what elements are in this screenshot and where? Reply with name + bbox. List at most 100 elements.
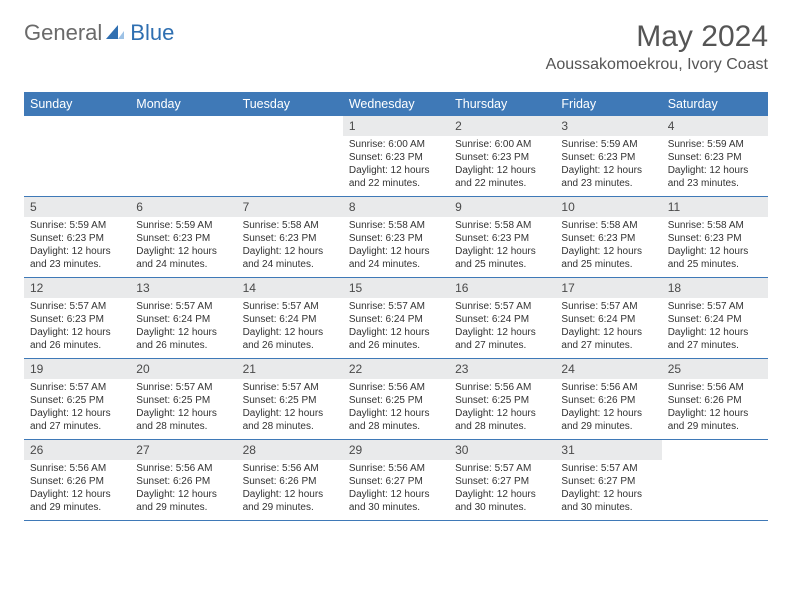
day-number: 20 <box>130 359 236 379</box>
day-details: Sunrise: 5:57 AMSunset: 6:24 PMDaylight:… <box>130 298 236 358</box>
calendar-day-cell: 31Sunrise: 5:57 AMSunset: 6:27 PMDayligh… <box>555 440 661 521</box>
daylight-text: Daylight: 12 hours and 27 minutes. <box>561 326 655 352</box>
calendar-day-cell: .. <box>24 116 130 197</box>
page-title: May 2024 <box>546 20 768 54</box>
daylight-text: Daylight: 12 hours and 22 minutes. <box>455 164 549 190</box>
daylight-text: Daylight: 12 hours and 26 minutes. <box>136 326 230 352</box>
sunrise-text: Sunrise: 5:56 AM <box>561 381 655 394</box>
day-details: Sunrise: 5:56 AMSunset: 6:27 PMDaylight:… <box>343 460 449 520</box>
weekday-header-row: SundayMondayTuesdayWednesdayThursdayFrid… <box>24 92 768 116</box>
daylight-text: Daylight: 12 hours and 22 minutes. <box>349 164 443 190</box>
day-number: 25 <box>662 359 768 379</box>
calendar-day-cell: 16Sunrise: 5:57 AMSunset: 6:24 PMDayligh… <box>449 278 555 359</box>
daylight-text: Daylight: 12 hours and 27 minutes. <box>455 326 549 352</box>
day-number: 29 <box>343 440 449 460</box>
daylight-text: Daylight: 12 hours and 26 minutes. <box>243 326 337 352</box>
sunrise-text: Sunrise: 5:57 AM <box>136 381 230 394</box>
calendar-day-cell: 8Sunrise: 5:58 AMSunset: 6:23 PMDaylight… <box>343 197 449 278</box>
calendar-day-cell: 13Sunrise: 5:57 AMSunset: 6:24 PMDayligh… <box>130 278 236 359</box>
calendar-day-cell: 21Sunrise: 5:57 AMSunset: 6:25 PMDayligh… <box>237 359 343 440</box>
calendar-week-row: ......1Sunrise: 6:00 AMSunset: 6:23 PMDa… <box>24 116 768 197</box>
calendar-day-cell: 11Sunrise: 5:58 AMSunset: 6:23 PMDayligh… <box>662 197 768 278</box>
day-number: 3 <box>555 116 661 136</box>
sunrise-text: Sunrise: 5:56 AM <box>455 381 549 394</box>
day-number: 14 <box>237 278 343 298</box>
sunrise-text: Sunrise: 5:57 AM <box>561 462 655 475</box>
day-details: Sunrise: 5:59 AMSunset: 6:23 PMDaylight:… <box>555 136 661 196</box>
sunrise-text: Sunrise: 5:58 AM <box>349 219 443 232</box>
day-details: Sunrise: 5:58 AMSunset: 6:23 PMDaylight:… <box>237 217 343 277</box>
day-details: Sunrise: 5:56 AMSunset: 6:25 PMDaylight:… <box>449 379 555 439</box>
sunrise-text: Sunrise: 5:56 AM <box>136 462 230 475</box>
calendar-day-cell: 2Sunrise: 6:00 AMSunset: 6:23 PMDaylight… <box>449 116 555 197</box>
calendar-week-row: 5Sunrise: 5:59 AMSunset: 6:23 PMDaylight… <box>24 197 768 278</box>
day-details: Sunrise: 5:57 AMSunset: 6:24 PMDaylight:… <box>555 298 661 358</box>
sunrise-text: Sunrise: 5:57 AM <box>30 300 124 313</box>
calendar-week-row: 26Sunrise: 5:56 AMSunset: 6:26 PMDayligh… <box>24 440 768 521</box>
day-details: Sunrise: 5:57 AMSunset: 6:25 PMDaylight:… <box>237 379 343 439</box>
sunset-text: Sunset: 6:24 PM <box>243 313 337 326</box>
logo-sail-icon <box>104 23 128 43</box>
sunrise-text: Sunrise: 5:56 AM <box>243 462 337 475</box>
daylight-text: Daylight: 12 hours and 28 minutes. <box>243 407 337 433</box>
day-number: 6 <box>130 197 236 217</box>
sunrise-text: Sunrise: 5:57 AM <box>455 300 549 313</box>
daylight-text: Daylight: 12 hours and 29 minutes. <box>136 488 230 514</box>
weekday-header: Sunday <box>24 92 130 116</box>
day-number: 21 <box>237 359 343 379</box>
calendar-day-cell: 25Sunrise: 5:56 AMSunset: 6:26 PMDayligh… <box>662 359 768 440</box>
weekday-header: Wednesday <box>343 92 449 116</box>
sunset-text: Sunset: 6:27 PM <box>561 475 655 488</box>
sunset-text: Sunset: 6:25 PM <box>243 394 337 407</box>
sunset-text: Sunset: 6:23 PM <box>30 313 124 326</box>
sunrise-text: Sunrise: 5:57 AM <box>455 462 549 475</box>
calendar-day-cell: 22Sunrise: 5:56 AMSunset: 6:25 PMDayligh… <box>343 359 449 440</box>
day-details: Sunrise: 5:56 AMSunset: 6:25 PMDaylight:… <box>343 379 449 439</box>
day-details: Sunrise: 5:59 AMSunset: 6:23 PMDaylight:… <box>662 136 768 196</box>
sunrise-text: Sunrise: 5:57 AM <box>349 300 443 313</box>
daylight-text: Daylight: 12 hours and 29 minutes. <box>561 407 655 433</box>
sunset-text: Sunset: 6:24 PM <box>668 313 762 326</box>
calendar-day-cell: .. <box>237 116 343 197</box>
day-details: Sunrise: 5:57 AMSunset: 6:24 PMDaylight:… <box>237 298 343 358</box>
day-number: 18 <box>662 278 768 298</box>
day-details: Sunrise: 5:57 AMSunset: 6:24 PMDaylight:… <box>449 298 555 358</box>
header: General Blue May 2024 Aoussakomoekrou, I… <box>24 20 768 74</box>
sunset-text: Sunset: 6:25 PM <box>136 394 230 407</box>
sunrise-text: Sunrise: 5:58 AM <box>243 219 337 232</box>
daylight-text: Daylight: 12 hours and 29 minutes. <box>668 407 762 433</box>
calendar-day-cell: 15Sunrise: 5:57 AMSunset: 6:24 PMDayligh… <box>343 278 449 359</box>
weekday-header: Thursday <box>449 92 555 116</box>
sunrise-text: Sunrise: 5:57 AM <box>243 300 337 313</box>
day-details: Sunrise: 6:00 AMSunset: 6:23 PMDaylight:… <box>449 136 555 196</box>
calendar-day-cell: 18Sunrise: 5:57 AMSunset: 6:24 PMDayligh… <box>662 278 768 359</box>
sunrise-text: Sunrise: 5:59 AM <box>136 219 230 232</box>
day-details: Sunrise: 5:58 AMSunset: 6:23 PMDaylight:… <box>343 217 449 277</box>
day-details: Sunrise: 5:57 AMSunset: 6:25 PMDaylight:… <box>130 379 236 439</box>
calendar-body: ......1Sunrise: 6:00 AMSunset: 6:23 PMDa… <box>24 116 768 521</box>
sunset-text: Sunset: 6:23 PM <box>455 232 549 245</box>
sunset-text: Sunset: 6:25 PM <box>30 394 124 407</box>
sunset-text: Sunset: 6:24 PM <box>136 313 230 326</box>
calendar-day-cell: 6Sunrise: 5:59 AMSunset: 6:23 PMDaylight… <box>130 197 236 278</box>
sunset-text: Sunset: 6:24 PM <box>349 313 443 326</box>
weekday-header: Saturday <box>662 92 768 116</box>
sunrise-text: Sunrise: 5:58 AM <box>455 219 549 232</box>
sunset-text: Sunset: 6:23 PM <box>561 151 655 164</box>
daylight-text: Daylight: 12 hours and 23 minutes. <box>30 245 124 271</box>
sunrise-text: Sunrise: 5:57 AM <box>30 381 124 394</box>
day-number: 28 <box>237 440 343 460</box>
sunrise-text: Sunrise: 5:58 AM <box>668 219 762 232</box>
calendar-day-cell: 14Sunrise: 5:57 AMSunset: 6:24 PMDayligh… <box>237 278 343 359</box>
day-number: 19 <box>24 359 130 379</box>
day-number: 13 <box>130 278 236 298</box>
calendar-day-cell: 19Sunrise: 5:57 AMSunset: 6:25 PMDayligh… <box>24 359 130 440</box>
day-details: Sunrise: 5:58 AMSunset: 6:23 PMDaylight:… <box>449 217 555 277</box>
sunset-text: Sunset: 6:26 PM <box>136 475 230 488</box>
daylight-text: Daylight: 12 hours and 28 minutes. <box>349 407 443 433</box>
daylight-text: Daylight: 12 hours and 29 minutes. <box>30 488 124 514</box>
calendar-day-cell: .. <box>130 116 236 197</box>
daylight-text: Daylight: 12 hours and 24 minutes. <box>349 245 443 271</box>
calendar-day-cell: 28Sunrise: 5:56 AMSunset: 6:26 PMDayligh… <box>237 440 343 521</box>
day-number: 10 <box>555 197 661 217</box>
